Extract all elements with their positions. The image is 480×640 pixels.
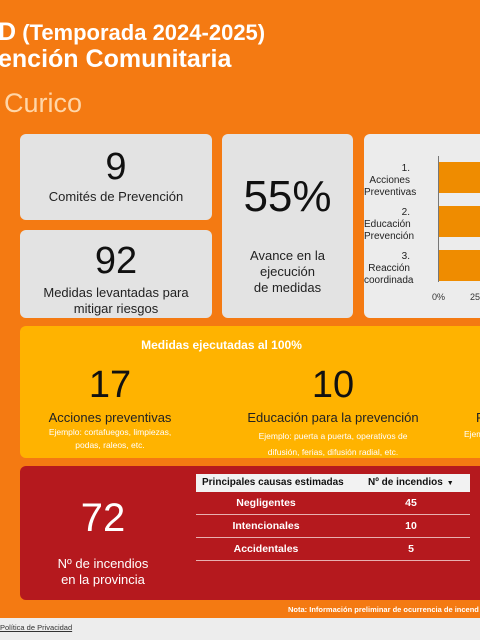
comites-value: 9 [105, 146, 127, 188]
ejecutadas-panel: Medidas ejecutadas al 100% 17 Acciones p… [20, 326, 480, 458]
educacion-value: 10 [311, 364, 355, 406]
footnote: Nota: Información preliminar de ocurrenc… [288, 605, 479, 614]
page-title: D (Temporada 2024-2025) [0, 18, 266, 46]
footer-bar: Política de Privacidad [0, 618, 480, 640]
table-row: Intencionales 10 [196, 515, 470, 538]
educacion-example: Ejemplo: puerta a puerta, operativos de d… [258, 431, 408, 457]
incendios-panel: 72 Nº de incendios en la provincia Princi… [20, 466, 480, 600]
page-title-line2: ención Comunitaria [0, 45, 232, 73]
reaccion-example: Ejem [464, 429, 480, 439]
table-row: Negligentes 45 [196, 492, 470, 515]
avance-value: 55% [243, 172, 332, 221]
comites-label: Comités de Prevención [48, 189, 184, 204]
ejecutadas-heading: Medidas ejecutadas al 100% [141, 338, 302, 352]
tick-label-0: 0% [432, 292, 446, 302]
chart-axis [438, 156, 439, 282]
medidas-value: 92 [94, 240, 138, 282]
comites-card: 9 Comités de Prevención [20, 134, 212, 220]
bar-label-educacion: 2. Educación Prevención [364, 207, 415, 242]
medidas-label: Medidas levantadas para mitigar riesgos [43, 285, 189, 316]
bar-educacion [438, 206, 480, 237]
tick-label-25: 25 [470, 292, 480, 302]
avance-label: Avance en la ejecución de medidas [250, 248, 325, 295]
medidas-card: 92 Medidas levantadas para mitigar riesg… [20, 230, 212, 318]
incendios-label: Nº de incendios en la provincia [57, 556, 149, 587]
measures-bar-chart: 1. Acciones Preventivas 2. Educación Preve… [364, 134, 480, 318]
bar-label-acciones: 1. Acciones Preventivas [364, 163, 417, 198]
reaccion-label: R [476, 410, 480, 425]
col-header-incendios[interactable]: Nº de incendios ▼ [368, 477, 454, 488]
col-header-causas[interactable]: Principales causas estimadas [202, 477, 344, 488]
sort-caret-icon[interactable]: ▼ [446, 480, 454, 487]
acciones-value: 17 [88, 364, 132, 406]
acciones-label: Acciones preventivas [48, 410, 172, 425]
avance-card: 55% Avance en la ejecución de medidas [222, 134, 353, 318]
bar-reaccion [438, 250, 480, 281]
incendios-value: 72 [80, 496, 126, 540]
bar-label-reaccion: 3. Reacción coordinada [364, 251, 414, 286]
acciones-example: Ejemplo: cortafuegos, limpiezas, podas, r… [48, 427, 172, 450]
province-subtitle: Curico [4, 88, 83, 118]
bar-acciones [438, 162, 480, 193]
table-header: Principales causas estimadas Nº de incen… [196, 474, 470, 492]
educacion-label: Educación para la prevención [247, 410, 419, 425]
dashboard-page: D (Temporada 2024-2025) ención Comunitar… [0, 0, 480, 618]
privacy-link[interactable]: Política de Privacidad [0, 623, 73, 632]
table-row: Accidentales 5 [196, 538, 470, 561]
